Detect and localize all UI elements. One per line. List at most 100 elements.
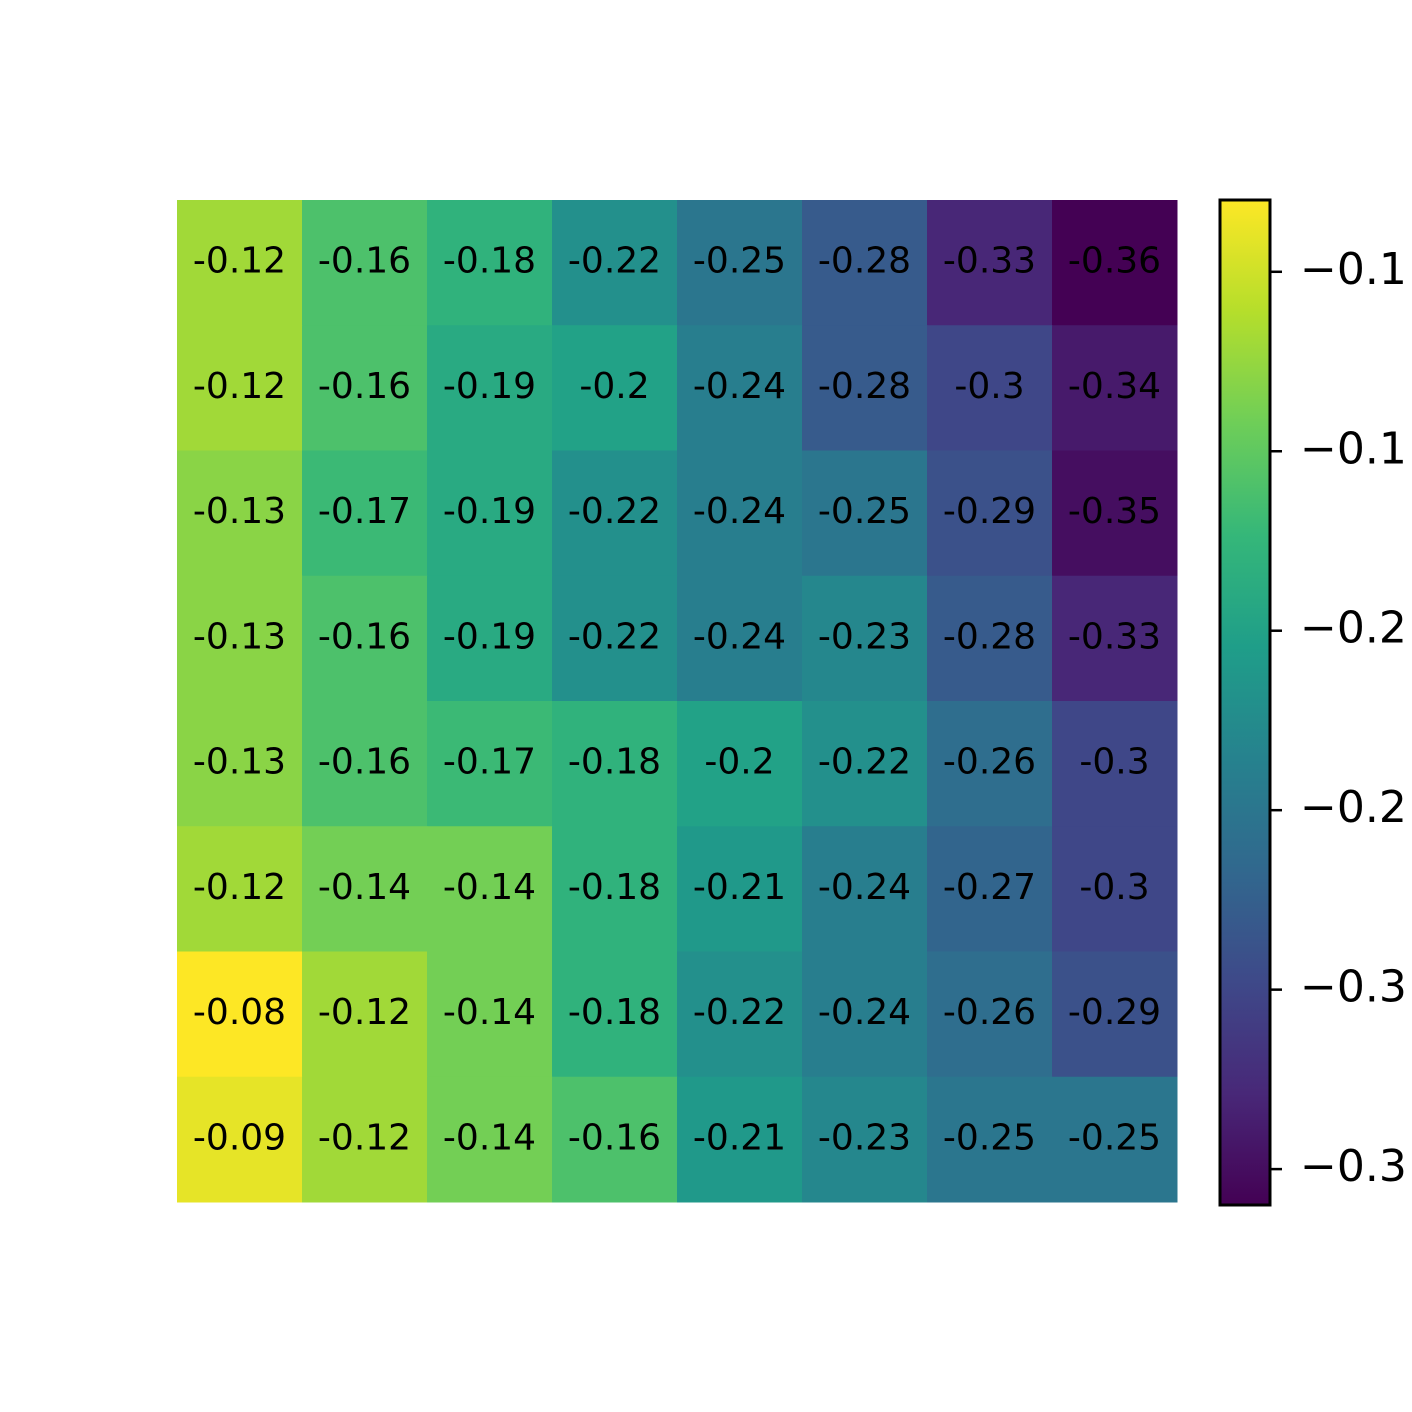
colorbar-tick-label: −0.2: [1300, 603, 1407, 654]
cell: [927, 575, 1053, 702]
cell-label: -0.33: [1068, 616, 1161, 657]
cell-label: -0.22: [568, 491, 661, 532]
cell: [802, 826, 928, 952]
cell: [302, 826, 428, 952]
cell: [552, 575, 678, 702]
cell: [177, 1076, 303, 1203]
cell-label: -0.16: [318, 742, 411, 783]
cell: [302, 450, 428, 577]
cell-label: -0.2: [704, 742, 774, 783]
cell: [1052, 826, 1178, 952]
cell: [927, 1076, 1053, 1203]
cell: [427, 575, 553, 702]
cell-label: -0.19: [443, 491, 536, 532]
cell-label: -0.25: [693, 241, 786, 282]
cell-label: -0.33: [943, 241, 1036, 282]
cell-label: -0.12: [318, 1117, 411, 1158]
cell-label: -0.16: [318, 241, 411, 282]
cell-label: -0.13: [193, 616, 286, 657]
cell-label: -0.24: [693, 491, 786, 532]
cell: [427, 701, 553, 827]
cell-label: -0.16: [568, 1117, 661, 1158]
cell: [177, 575, 303, 702]
cell-label: -0.19: [443, 616, 536, 657]
colorbar-tick-label: −0.3: [1300, 962, 1407, 1013]
colorbar-tick-label: −0.1: [1300, 423, 1407, 474]
cell: [802, 200, 928, 326]
cell-label: -0.25: [1068, 1117, 1161, 1158]
cell-label: -0.28: [943, 616, 1036, 657]
cell-label: -0.12: [318, 992, 411, 1033]
cell: [1052, 450, 1178, 577]
cell-label: -0.21: [693, 867, 786, 908]
cell-label: -0.12: [193, 366, 286, 407]
cell: [927, 701, 1053, 827]
cell-label: -0.19: [443, 366, 536, 407]
cell-label: -0.24: [693, 366, 786, 407]
cell-label: -0.22: [818, 742, 911, 783]
cell: [552, 951, 678, 1078]
cell-label: -0.35: [1068, 491, 1161, 532]
cell-label: -0.3: [1079, 742, 1149, 783]
cell: [802, 325, 928, 451]
cell: [1052, 1076, 1178, 1203]
cell-label: -0.23: [818, 616, 911, 657]
cell-label: -0.28: [818, 241, 911, 282]
cell: [302, 325, 428, 451]
cell-label: -0.08: [193, 992, 286, 1033]
cell: [1052, 325, 1178, 451]
cell: [427, 450, 553, 577]
cell: [302, 575, 428, 702]
cell-label: -0.12: [193, 241, 286, 282]
cell: [552, 325, 678, 451]
cell-label: -0.14: [318, 867, 411, 908]
cell-label: -0.26: [943, 742, 1036, 783]
cell: [1052, 701, 1178, 827]
cell-label: -0.09: [193, 1117, 286, 1158]
cell: [927, 951, 1053, 1078]
cell-label: -0.3: [1079, 867, 1149, 908]
cell-label: -0.28: [818, 366, 911, 407]
cell: [1052, 575, 1178, 702]
cell-label: -0.3: [954, 366, 1024, 407]
cell: [552, 701, 678, 827]
cell: [927, 450, 1053, 577]
cell-label: -0.23: [818, 1117, 911, 1158]
cell-label: -0.34: [1068, 366, 1161, 407]
cell: [552, 200, 678, 326]
cell: [1052, 200, 1178, 326]
cell-label: -0.14: [443, 867, 536, 908]
cell-label: -0.18: [568, 742, 661, 783]
cell: [677, 1076, 803, 1203]
cell: [802, 575, 928, 702]
cell-label: -0.25: [818, 491, 911, 532]
cell-label: -0.18: [568, 867, 661, 908]
cell-label: -0.24: [693, 616, 786, 657]
cell-label: -0.14: [443, 1117, 536, 1158]
cell-label: -0.22: [568, 241, 661, 282]
cell: [677, 200, 803, 326]
cell-label: -0.18: [568, 992, 661, 1033]
cell-label: -0.36: [1068, 241, 1161, 282]
cell-label: -0.16: [318, 616, 411, 657]
cell: [177, 951, 303, 1078]
cell-label: -0.13: [193, 491, 286, 532]
cell-label: -0.16: [318, 366, 411, 407]
cell-label: -0.24: [818, 992, 911, 1033]
cell: [677, 826, 803, 952]
cell: [927, 325, 1053, 451]
cell: [427, 1076, 553, 1203]
cell-label: -0.13: [193, 742, 286, 783]
cell-label: -0.18: [443, 241, 536, 282]
cell: [302, 701, 428, 827]
cell: [552, 1076, 678, 1203]
cell-label: -0.22: [693, 992, 786, 1033]
cell-label: -0.21: [693, 1117, 786, 1158]
cell: [177, 325, 303, 451]
cell: [427, 325, 553, 451]
cell: [677, 450, 803, 577]
cell-label: -0.14: [443, 992, 536, 1033]
cell: [677, 575, 803, 702]
cell-label: -0.2: [579, 366, 649, 407]
cell: [802, 951, 928, 1078]
